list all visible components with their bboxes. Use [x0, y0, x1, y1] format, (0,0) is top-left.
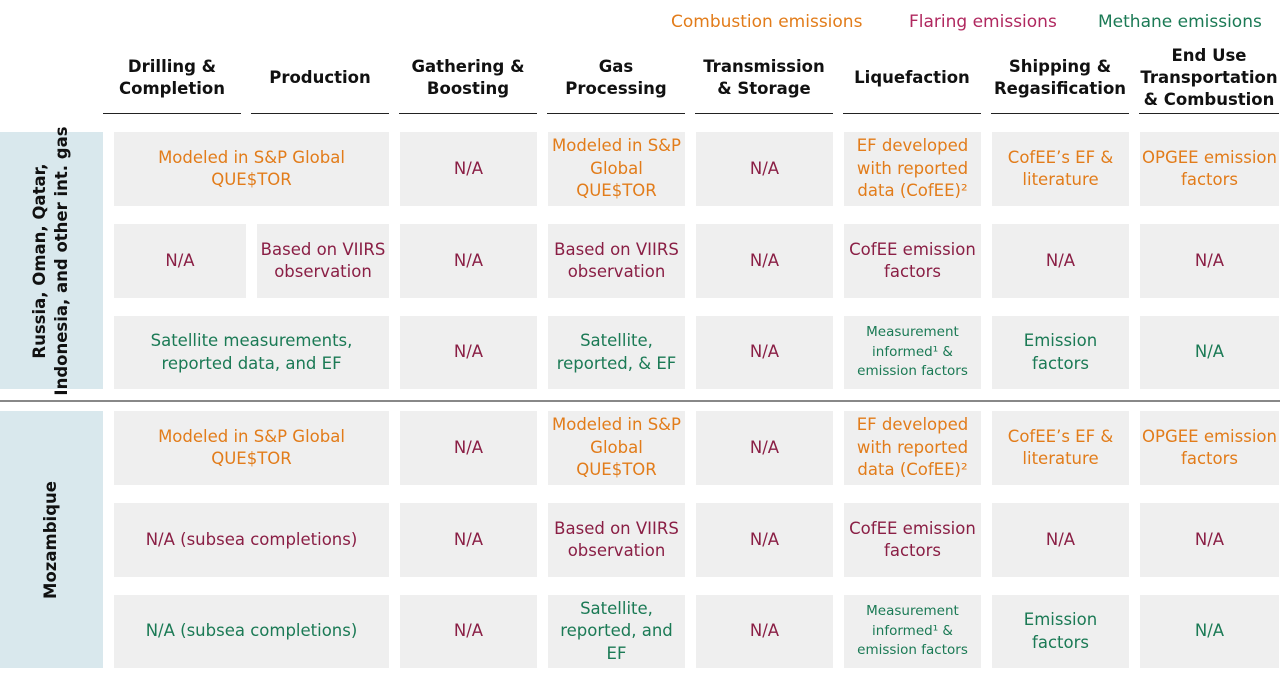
cell-flaring-shipping: N/A [992, 503, 1129, 577]
cell-combustion-transmission: N/A [696, 132, 833, 206]
group-label-line-1: Russia, Oman, Qatar, [30, 162, 49, 359]
cell-combustion-liquefaction: EF developed with reported data (CofEE)² [844, 411, 981, 485]
header-shipping-regasification: Shipping & Regasification [991, 42, 1129, 114]
cell-methane-end-use: N/A [1140, 316, 1279, 389]
cell-combustion-end-use: OPGEE emission factors [1140, 132, 1279, 206]
cell-methane-transmission: N/A [696, 595, 833, 668]
group-label-line-2: Indonesia, and other int. gas [52, 125, 71, 396]
cell-flaring-transmission: N/A [696, 503, 833, 577]
cell-flaring-gathering: N/A [400, 503, 537, 577]
cell-combustion-liquefaction: EF developed with reported data (CofEE)² [844, 132, 981, 206]
header-end-use: End Use Transportation & Combustion [1139, 42, 1279, 114]
cell-flaring-drilling-production: N/A (subsea completions) [114, 503, 389, 577]
cell-flaring-production: Based on VIIRS observation [257, 224, 389, 298]
cell-combustion-gathering: N/A [400, 132, 537, 206]
cell-combustion-shipping: CofEE’s EF & literature [992, 132, 1129, 206]
cell-flaring-liquefaction: CofEE emission factors [844, 503, 981, 577]
legend-flaring: Flaring emissions [909, 12, 1057, 32]
group-label-text-mozambique: Mozambique [41, 480, 60, 599]
header-production: Production [251, 42, 389, 114]
group-label-mozambique: Mozambique [0, 411, 103, 668]
header-liquefaction: Liquefaction [843, 42, 981, 114]
cell-combustion-transmission: N/A [696, 411, 833, 485]
cell-combustion-shipping: CofEE’s EF & literature [992, 411, 1129, 485]
cell-flaring-transmission: N/A [696, 224, 833, 298]
legend-combustion: Combustion emissions [671, 12, 863, 32]
group-label-international: Russia, Oman, Qatar, Indonesia, and othe… [0, 126, 103, 395]
cell-flaring-processing: Based on VIIRS observation [548, 224, 685, 298]
group-divider [0, 400, 1280, 402]
cell-methane-end-use: N/A [1140, 595, 1279, 668]
cell-flaring-processing: Based on VIIRS observation [548, 503, 685, 577]
group-label-text: Russia, Oman, Qatar, Indonesia, and othe… [29, 126, 73, 395]
cell-methane-processing: Satellite, reported, & EF [548, 316, 685, 389]
cell-methane-gathering: N/A [400, 595, 537, 668]
cell-combustion-drilling-production: Modeled in S&P Global QUE$TOR [114, 132, 389, 206]
cell-flaring-gathering: N/A [400, 224, 537, 298]
header-drilling-completion: Drilling & Completion [103, 42, 241, 114]
cell-methane-transmission: N/A [696, 316, 833, 389]
cell-methane-drilling-production: Satellite measurements, reported data, a… [114, 316, 389, 389]
cell-flaring-drilling: N/A [114, 224, 246, 298]
legend-methane: Methane emissions [1098, 12, 1262, 32]
cell-methane-liquefaction: Measurement informed¹ & emission factors [844, 595, 981, 668]
cell-combustion-gathering: N/A [400, 411, 537, 485]
cell-methane-processing: Satellite, reported, and EF [548, 595, 685, 668]
cell-combustion-processing: Modeled in S&P Global QUE$TOR [548, 132, 685, 206]
cell-methane-gathering: N/A [400, 316, 537, 389]
cell-methane-shipping: Emission factors [992, 595, 1129, 668]
cell-methane-drilling-production: N/A (subsea completions) [114, 595, 389, 668]
cell-combustion-end-use: OPGEE emission factors [1140, 411, 1279, 485]
header-transmission-storage: Transmission & Storage [695, 42, 833, 114]
cell-methane-liquefaction: Measurement informed¹ & emission factors [844, 316, 981, 389]
cell-flaring-end-use: N/A [1140, 224, 1279, 298]
cell-methane-shipping: Emission factors [992, 316, 1129, 389]
header-gathering-boosting: Gathering & Boosting [399, 42, 537, 114]
cell-combustion-drilling-production: Modeled in S&P Global QUE$TOR [114, 411, 389, 485]
cell-flaring-shipping: N/A [992, 224, 1129, 298]
header-gas-processing: Gas Processing [547, 42, 685, 114]
cell-flaring-end-use: N/A [1140, 503, 1279, 577]
cell-combustion-processing: Modeled in S&P Global QUE$TOR [548, 411, 685, 485]
cell-flaring-liquefaction: CofEE emission factors [844, 224, 981, 298]
